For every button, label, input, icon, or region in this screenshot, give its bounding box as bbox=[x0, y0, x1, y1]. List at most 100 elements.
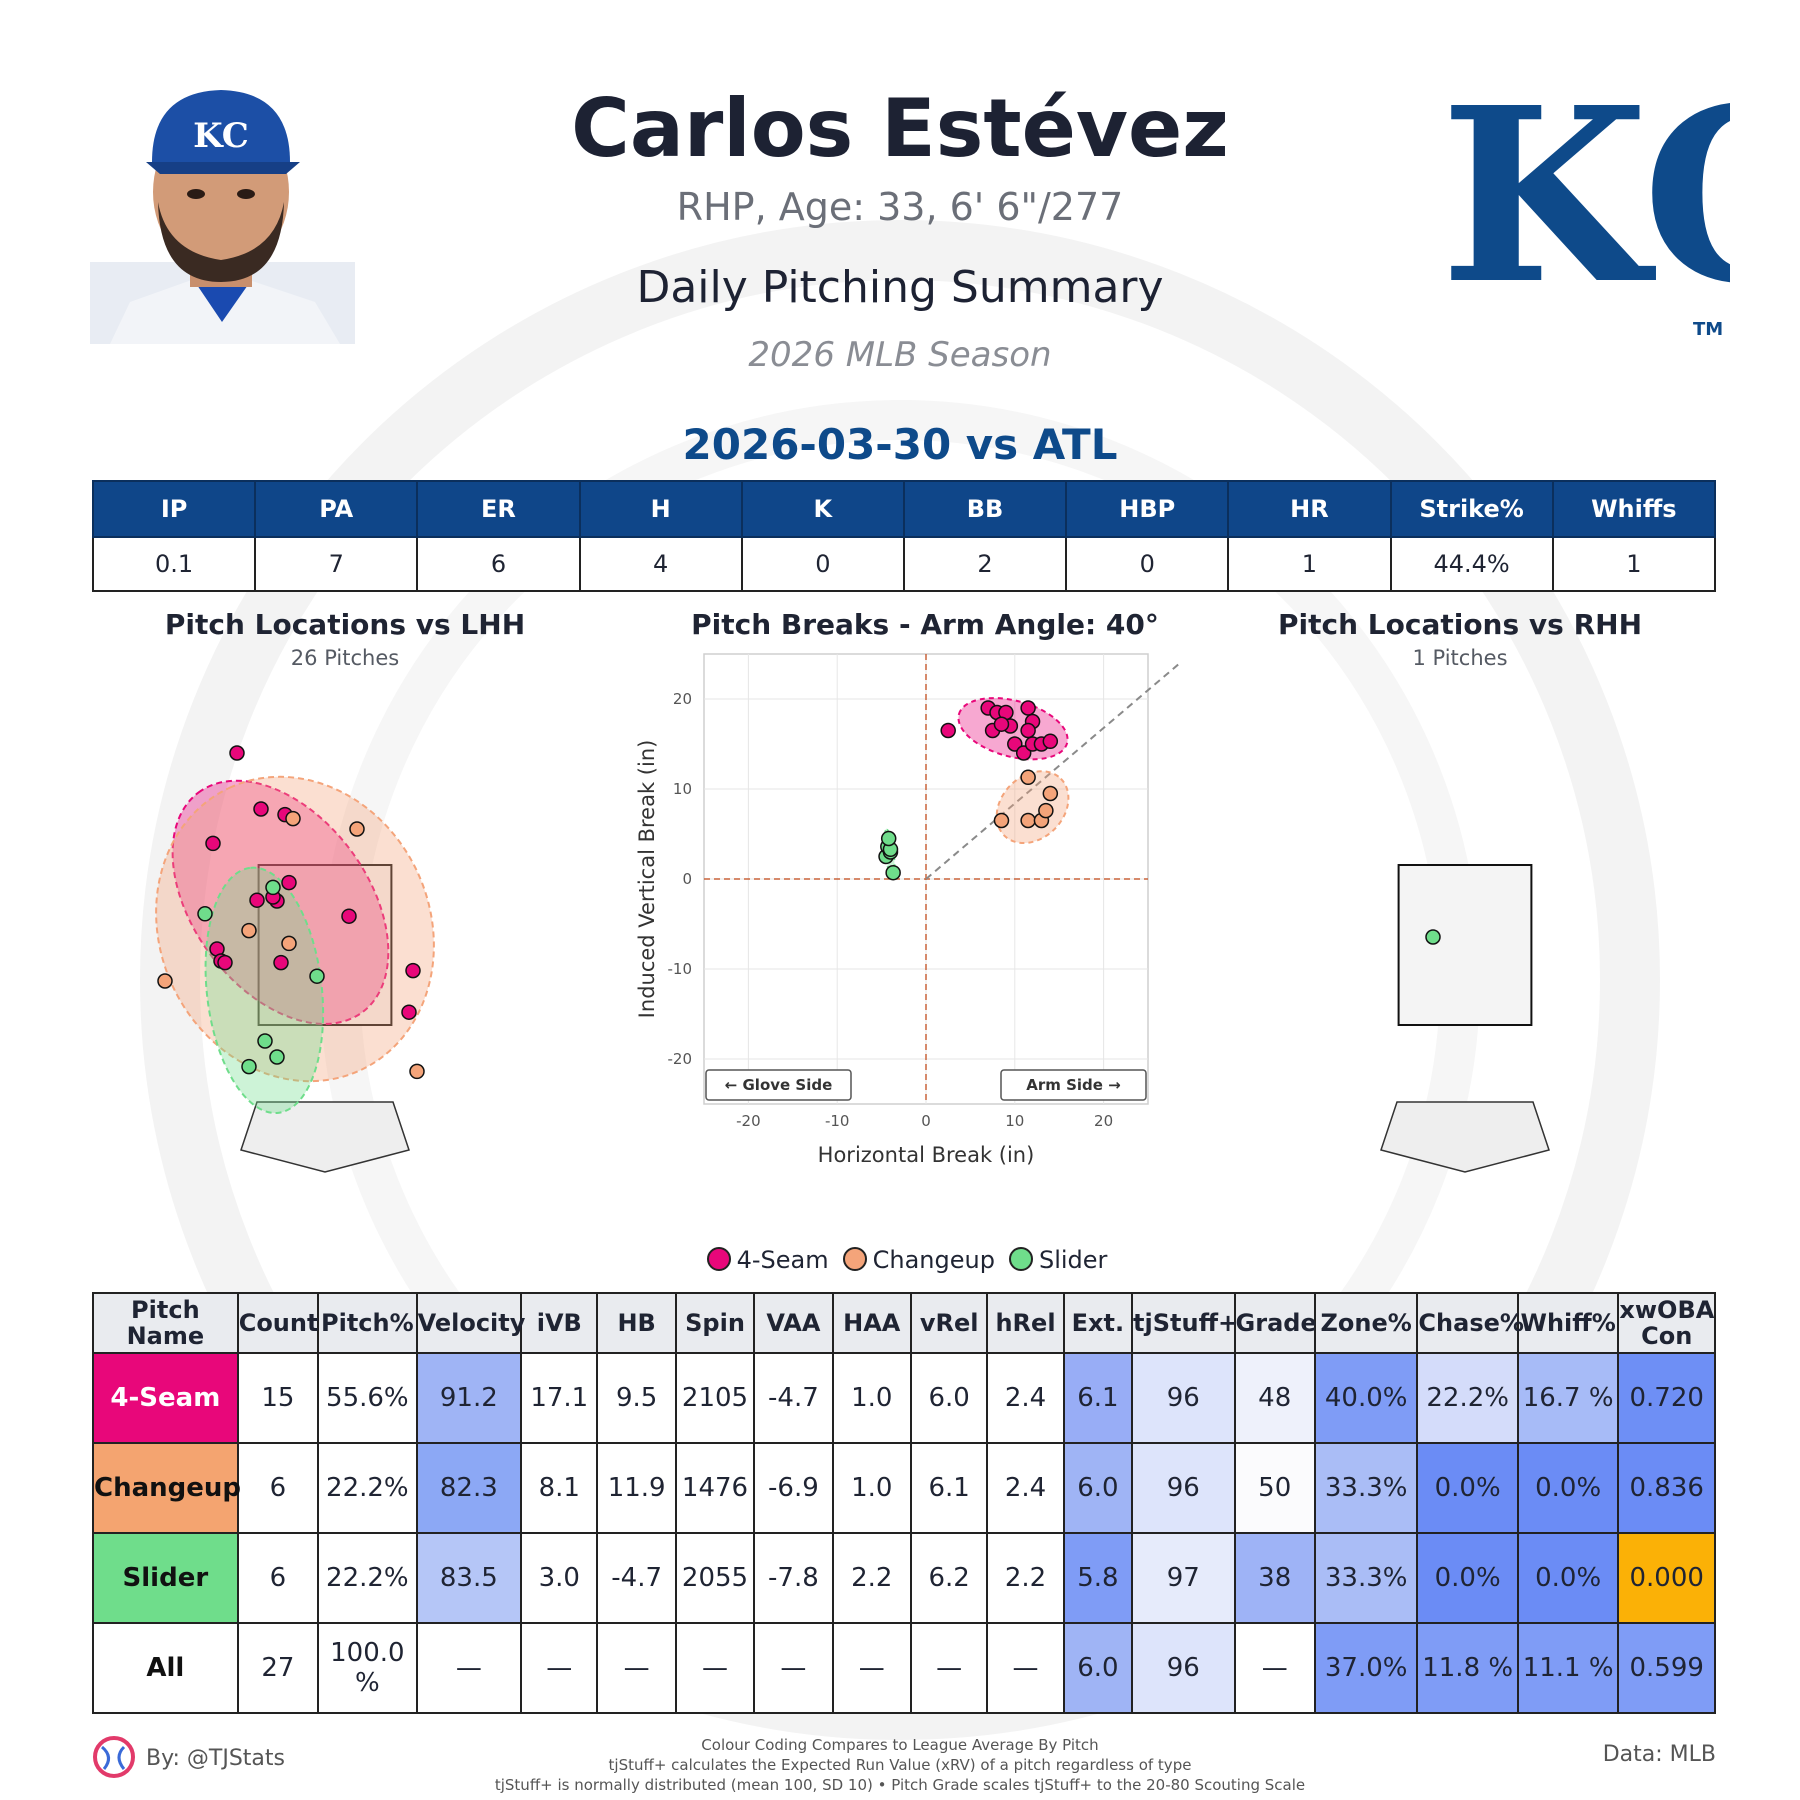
break-point-slider bbox=[880, 830, 897, 847]
pitch-cell-vaa: -4.7 bbox=[753, 1352, 834, 1444]
pitch-header-hrel: hRel bbox=[986, 1292, 1065, 1354]
break-point-changeup bbox=[993, 812, 1010, 829]
pitch-cell-chase-: 0.0% bbox=[1416, 1532, 1519, 1624]
stat-header-pa: PA bbox=[254, 480, 419, 538]
pitch-cell-count: 15 bbox=[236, 1352, 320, 1444]
rhh-panel-title: Pitch Locations vs RHH bbox=[1277, 608, 1642, 641]
break-point-slider bbox=[885, 864, 901, 881]
stat-value-pa: 7 bbox=[254, 536, 419, 592]
pitch-cell-chase-: 22.2% bbox=[1416, 1352, 1519, 1444]
pitch-legend: 4-Seam Changeup Slider bbox=[0, 1246, 1800, 1274]
stat-value-er: 6 bbox=[416, 536, 581, 592]
arm-side-label: Arm Side → bbox=[1026, 1076, 1121, 1094]
pitch-cell-whiff-: 0.0% bbox=[1516, 1442, 1620, 1534]
x-tick-label: 10 bbox=[1005, 1112, 1024, 1130]
location-point-slider bbox=[1425, 929, 1441, 945]
y-tick-label: 20 bbox=[673, 690, 692, 708]
footer-note-3: tjStuff+ is normally distributed (mean 1… bbox=[494, 1776, 1306, 1794]
stat-value-h: 4 bbox=[578, 536, 743, 592]
player-headshot: KC bbox=[90, 90, 355, 344]
pitch-header-vaa: VAA bbox=[753, 1292, 834, 1354]
stat-value-hr: 1 bbox=[1227, 536, 1392, 592]
pitch-table-header-row: Pitch Name Count Pitch% Velocity iVB HB Spin VA… bbox=[92, 1292, 1716, 1354]
pitch-cell-spin: 1476 bbox=[674, 1442, 756, 1534]
pitch-cell-zone-: 37.0% bbox=[1313, 1622, 1419, 1714]
legend-swatch-4-seam bbox=[706, 1247, 731, 1271]
y-tick-label: -20 bbox=[668, 1050, 693, 1068]
pitch-cell-vrel: — bbox=[909, 1622, 989, 1714]
pitch-cell-hb: -4.7 bbox=[596, 1532, 677, 1624]
team-logo: KC TM bbox=[1440, 80, 1730, 340]
pitch-cell-whiff-: 11.1 % bbox=[1516, 1622, 1620, 1714]
location-point-4-seam bbox=[229, 745, 245, 761]
break-point-changeup bbox=[1020, 769, 1036, 786]
stat-header-er: ER bbox=[416, 480, 581, 538]
summary-title: Daily Pitching Summary bbox=[636, 262, 1164, 313]
pitch-cell-pitch-: 100.0 % bbox=[317, 1622, 418, 1714]
x-tick-label: 0 bbox=[921, 1112, 931, 1130]
pitch-cell-xwoba-con: 0.720 bbox=[1617, 1352, 1716, 1444]
footer-data-source: Data: MLB bbox=[1602, 1742, 1716, 1767]
pitch-header-pitch-name: Pitch Name bbox=[92, 1292, 239, 1354]
season-label: 2026 MLB Season bbox=[748, 335, 1052, 375]
pitch-cell-grade: 50 bbox=[1233, 1442, 1316, 1534]
pitch-name-cell: Slider bbox=[92, 1532, 239, 1624]
pitch-name-cell: All bbox=[92, 1622, 239, 1714]
y-tick-label: 0 bbox=[682, 870, 692, 888]
y-tick-label: 10 bbox=[673, 780, 692, 798]
pitch-cell-spin: 2055 bbox=[674, 1532, 756, 1624]
strike-zone bbox=[1397, 864, 1533, 1026]
ellipse-changeup bbox=[155, 775, 435, 1083]
ellipse-slider bbox=[204, 866, 325, 1115]
stat-header-k: K bbox=[740, 480, 905, 538]
pitch-cell-chase-: 0.0% bbox=[1416, 1442, 1519, 1534]
location-point-slider bbox=[257, 1033, 273, 1049]
location-point-4-seam bbox=[273, 954, 289, 971]
pitch-cell-haa: 1.0 bbox=[831, 1442, 912, 1534]
pitch-header-velocity: Velocity bbox=[415, 1292, 525, 1354]
pitch-cell-count: 6 bbox=[236, 1442, 320, 1534]
pitch-cell-hrel: 2.4 bbox=[986, 1442, 1065, 1534]
break-y-axis-label: Induced Vertical Break (in) bbox=[635, 740, 659, 1019]
lhh-panel-title: Pitch Locations vs LHH bbox=[164, 608, 526, 641]
pitch-cell-hrel: 2.2 bbox=[986, 1532, 1065, 1624]
break-chart-title: Pitch Breaks - Arm Angle: 40° bbox=[691, 608, 1159, 641]
pitch-break-chart: -20 -10 0 10 20 20 10 0 -10 -20 ← Glove Side Arm Si… bbox=[635, 653, 1180, 1167]
rhh-location-chart bbox=[1380, 864, 1550, 1173]
pitch-name-cell: 4-Seam bbox=[92, 1352, 239, 1444]
strike-zone bbox=[257, 864, 393, 1026]
lhh-panel-subtitle: 26 Pitches bbox=[290, 646, 400, 670]
pitch-header-count: Count bbox=[236, 1292, 320, 1354]
pitch-cell-grade: 38 bbox=[1233, 1532, 1316, 1624]
y-tick-label: -10 bbox=[668, 960, 693, 978]
location-point-changeup bbox=[349, 821, 365, 837]
pitch-cell-haa: 2.2 bbox=[831, 1532, 912, 1624]
stat-header-ip: IP bbox=[91, 480, 257, 538]
pitch-cell-ext-: 5.8 bbox=[1062, 1532, 1134, 1624]
stat-header-hbp: HBP bbox=[1065, 480, 1230, 538]
team-logo-text: KC bbox=[1440, 80, 1730, 337]
pitch-header-chase-: Chase% bbox=[1416, 1292, 1524, 1354]
stat-value-bb: 2 bbox=[902, 536, 1068, 592]
location-point-4-seam bbox=[253, 801, 269, 817]
pitch-cell-vrel: 6.0 bbox=[909, 1352, 989, 1444]
pitch-cell-spin: — bbox=[674, 1622, 756, 1714]
stat-line-table: IP PA ER H K BB HBP HR Strike% Whiffs 0.1 7 6 4 0 2 0 1 4… bbox=[91, 480, 1717, 592]
pitch-cell-ivb: 3.0 bbox=[520, 1532, 599, 1624]
pitch-row-4-seam: 4-Seam 15 55.6% 91.2 17.1 9.5 2105 -4.7 1.0 6.0 2.… bbox=[92, 1352, 1716, 1444]
break-point-4-seam bbox=[1042, 733, 1059, 750]
tjstats-logo-icon bbox=[93, 1736, 135, 1778]
pitch-cell-haa: — bbox=[831, 1622, 912, 1714]
break-point-4-seam bbox=[993, 716, 1010, 732]
footer-byline: By: @TJStats bbox=[146, 1746, 286, 1771]
stat-line-header-row: IP PA ER H K BB HBP HR Strike% Whiffs bbox=[91, 480, 1717, 538]
cap-logo-text: KC bbox=[193, 116, 249, 156]
pitch-cell-tjstuff-: 97 bbox=[1131, 1532, 1236, 1624]
location-point-4-seam bbox=[205, 835, 221, 852]
pitch-header-pitch-: Pitch% bbox=[317, 1292, 418, 1354]
location-point-slider bbox=[197, 906, 213, 922]
pitch-cell-haa: 1.0 bbox=[831, 1352, 912, 1444]
location-point-4-seam bbox=[249, 892, 265, 908]
stat-header-bb: BB bbox=[902, 480, 1068, 538]
break-x-axis-label: Horizontal Break (in) bbox=[818, 1143, 1035, 1167]
